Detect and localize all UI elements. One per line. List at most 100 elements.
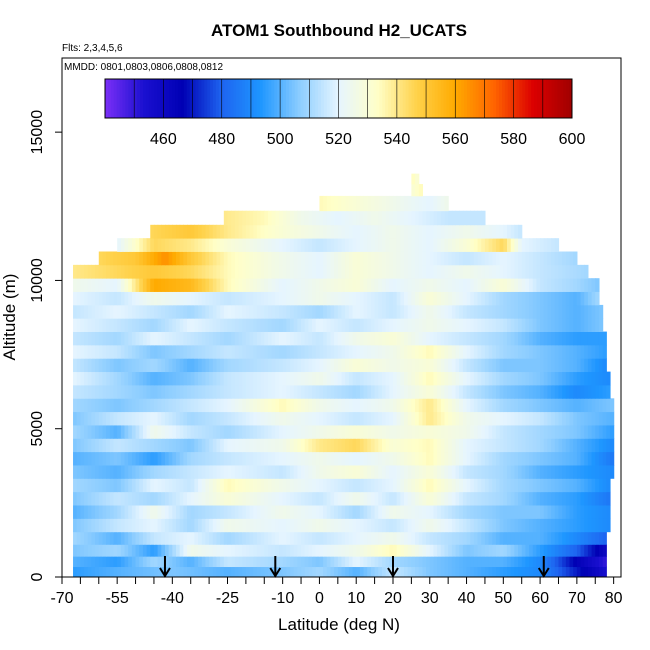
heatmap-cell	[264, 251, 269, 266]
colorbar-swatch	[361, 79, 366, 118]
heatmap-cell	[106, 505, 111, 519]
heatmap-cell	[440, 518, 446, 533]
heatmap-cell	[179, 318, 184, 332]
heatmap-cell	[330, 556, 335, 568]
heatmap-cell	[253, 566, 258, 577]
heatmap-cell	[598, 425, 604, 439]
heatmap-cell	[212, 264, 218, 279]
heatmap-cell	[249, 465, 254, 479]
heatmap-cell	[529, 251, 534, 266]
heatmap-cell	[518, 304, 523, 319]
heatmap-cell	[378, 331, 383, 346]
heatmap-cell	[286, 371, 291, 386]
heatmap-cell	[131, 505, 137, 519]
heatmap-cell	[308, 384, 313, 399]
heatmap-cell	[540, 398, 545, 413]
heatmap-cell	[352, 491, 357, 506]
heatmap-cell	[378, 478, 383, 493]
heatmap-cell	[131, 411, 137, 426]
heatmap-cell	[80, 278, 85, 292]
heatmap-cell	[573, 264, 578, 279]
heatmap-cell	[256, 518, 262, 533]
heatmap-cell	[301, 291, 306, 306]
heatmap-cell	[109, 371, 115, 386]
heatmap-cell	[176, 318, 181, 332]
heatmap-cell	[448, 210, 453, 226]
heatmap-cell	[591, 411, 596, 426]
plot-frame	[61, 57, 622, 578]
heatmap-cell	[142, 238, 148, 252]
heatmap-cell	[584, 425, 589, 439]
heatmap-cell	[429, 195, 435, 212]
heatmap-cell	[448, 411, 453, 426]
heatmap-cell	[128, 371, 133, 386]
heatmap-cell	[466, 438, 471, 453]
heatmap-cell	[495, 251, 501, 266]
heatmap-cell	[80, 451, 85, 466]
heatmap-cell	[106, 566, 111, 577]
heatmap-cell	[275, 411, 280, 426]
heatmap-cell	[139, 358, 144, 373]
heatmap-cell	[330, 291, 335, 306]
heatmap-cell	[198, 556, 203, 568]
heatmap-cell	[267, 411, 273, 426]
heatmap-cell	[231, 264, 236, 279]
heatmap-cell	[245, 264, 251, 279]
heatmap-cell	[363, 264, 368, 279]
heatmap-cell	[392, 531, 398, 545]
heatmap-cell	[415, 318, 420, 332]
heatmap-cell	[168, 251, 173, 266]
heatmap-cell	[426, 518, 431, 533]
heatmap-cell	[128, 465, 133, 479]
heatmap-cell	[514, 438, 519, 453]
heatmap-cell	[356, 210, 361, 226]
heatmap-cell	[168, 425, 173, 439]
heatmap-cell	[146, 505, 151, 519]
heatmap-cell	[584, 491, 589, 506]
heatmap-cell	[547, 358, 552, 373]
heatmap-cell	[216, 531, 221, 545]
heatmap-cell	[330, 264, 335, 279]
heatmap-cell	[308, 451, 313, 466]
heatmap-cell	[562, 478, 567, 493]
heatmap-cell	[514, 544, 519, 557]
heatmap-cell	[385, 331, 390, 346]
heatmap-cell	[95, 566, 100, 577]
heatmap-cell	[264, 358, 269, 373]
heatmap-cell	[113, 251, 118, 266]
heatmap-cell	[602, 331, 607, 346]
heatmap-cell	[176, 556, 181, 568]
heatmap-cell	[337, 264, 343, 279]
heatmap-cell	[242, 210, 247, 226]
heatmap-cell	[370, 438, 376, 453]
heatmap-cell	[201, 411, 207, 426]
heatmap-cell	[128, 411, 133, 426]
heatmap-cell	[598, 331, 604, 346]
heatmap-cell	[459, 384, 464, 399]
heatmap-cell	[451, 491, 457, 506]
heatmap-cell	[495, 544, 501, 557]
heatmap-cell	[172, 344, 177, 359]
heatmap-cell	[440, 451, 446, 466]
heatmap-cell	[415, 278, 420, 292]
heatmap-cell	[484, 411, 490, 426]
heatmap-cell	[580, 491, 585, 506]
heatmap-cell	[341, 331, 346, 346]
heatmap-cell	[378, 505, 383, 519]
heatmap-cell	[227, 478, 232, 493]
heatmap-cell	[404, 398, 409, 413]
heatmap-cell	[448, 518, 453, 533]
heatmap-cell	[260, 344, 265, 359]
heatmap-cell	[473, 358, 479, 373]
heatmap-cell	[551, 291, 556, 306]
heatmap-cell	[396, 358, 401, 373]
heatmap-cell	[400, 251, 405, 266]
heatmap-cell	[576, 438, 582, 453]
heatmap-cell	[580, 425, 585, 439]
heatmap-cell	[418, 291, 424, 306]
heatmap-cell	[580, 358, 585, 373]
heatmap-cell	[565, 465, 571, 479]
heatmap-cell	[131, 544, 137, 557]
heatmap-cell	[499, 224, 504, 239]
heatmap-cell	[348, 465, 354, 479]
